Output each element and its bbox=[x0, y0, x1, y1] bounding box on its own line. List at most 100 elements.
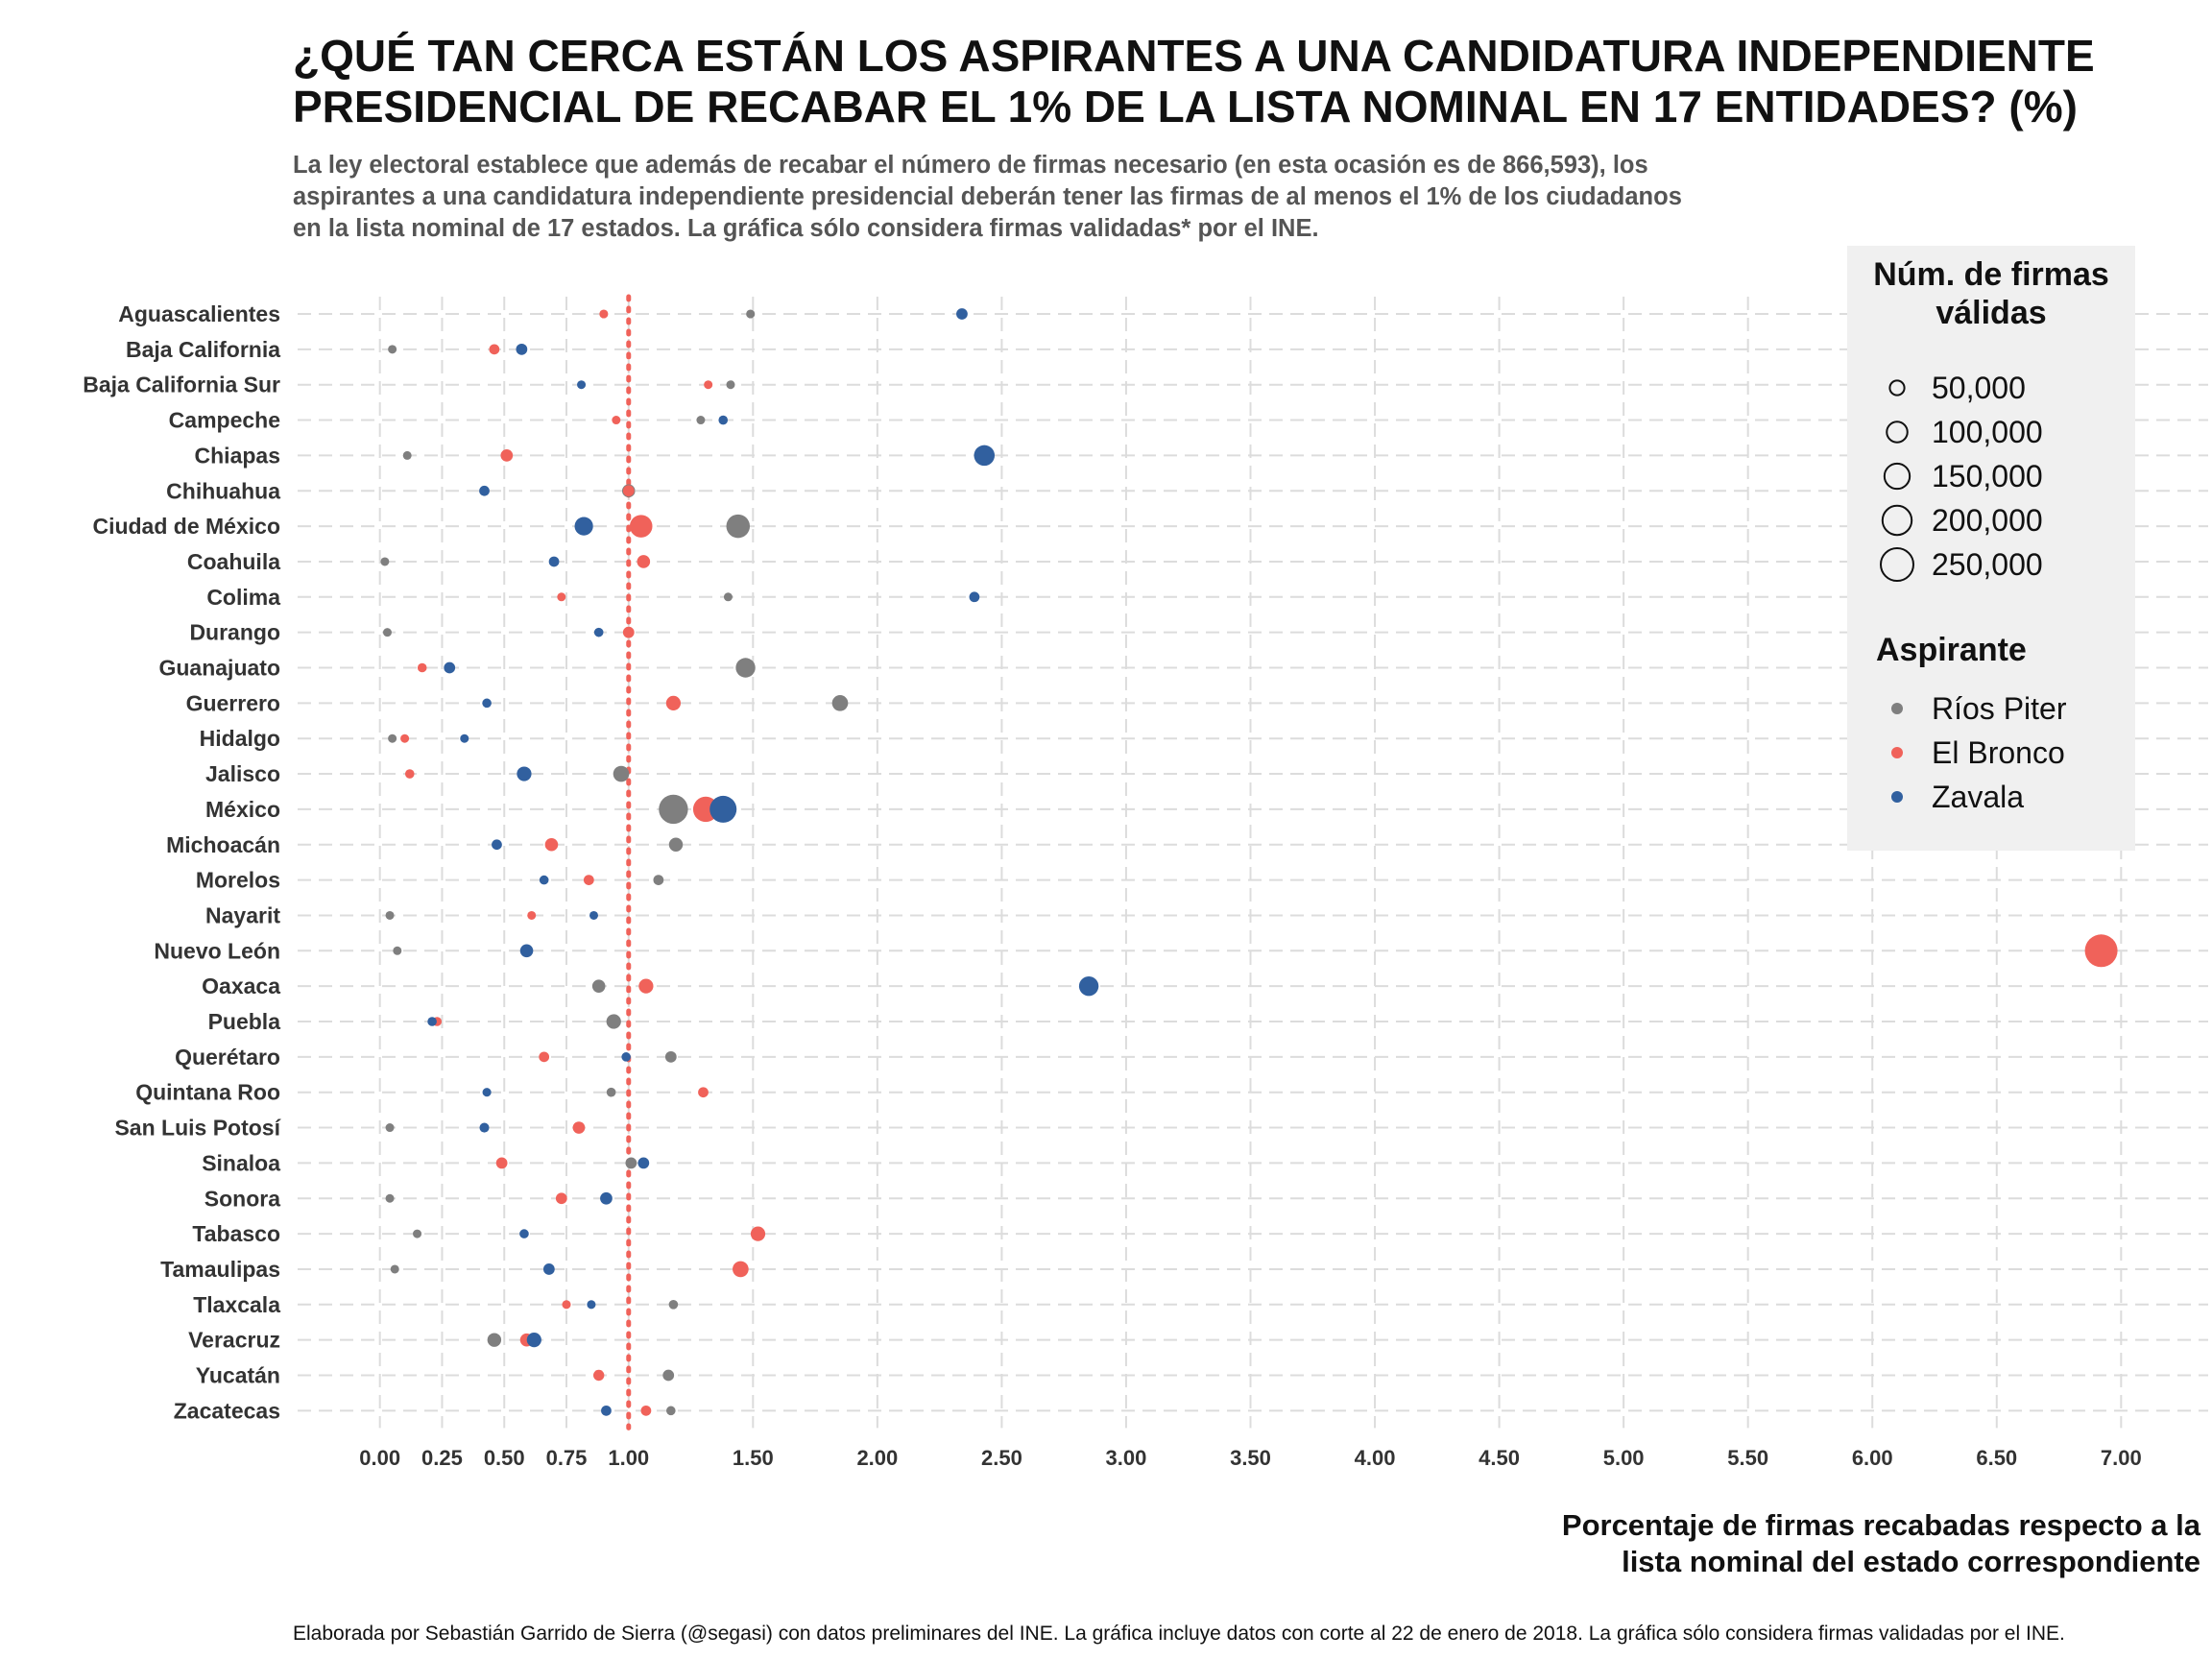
data-point-zavala bbox=[539, 875, 549, 885]
size-legend-circle bbox=[1888, 379, 1906, 397]
size-legend-circle-icon bbox=[1883, 462, 1911, 491]
data-point-zavala bbox=[969, 591, 980, 603]
data-point-zavala bbox=[479, 485, 490, 496]
data-point-rios-piter bbox=[487, 1333, 502, 1347]
data-point-rios-piter bbox=[380, 557, 390, 566]
data-point-el-bronco bbox=[665, 695, 682, 710]
data-point-el-bronco bbox=[572, 1121, 586, 1134]
chart-title-line2: PRESIDENCIAL DE RECABAR EL 1% DE LA LIST… bbox=[293, 82, 2078, 132]
color-legend-dot bbox=[1891, 791, 1903, 803]
y-tick-label: San Luis Potosí bbox=[114, 1116, 281, 1141]
y-tick-label: Zacatecas bbox=[174, 1398, 280, 1423]
size-legend-item: 250,000 bbox=[1878, 545, 2128, 584]
data-point-zavala bbox=[709, 795, 737, 823]
size-legend-title-line1: Núm. de firmas bbox=[1873, 256, 2109, 293]
color-legend-dot-icon bbox=[1891, 791, 1903, 803]
data-point-rios-piter bbox=[390, 1264, 399, 1274]
data-point-rios-piter bbox=[664, 1050, 677, 1063]
data-point-zavala bbox=[460, 733, 469, 743]
size-legend-title-line2: válidas bbox=[1936, 295, 2047, 331]
data-point-el-bronco bbox=[629, 515, 653, 538]
color-legend-item: Ríos Piter bbox=[1878, 689, 2128, 728]
x-tick-label: 0.25 bbox=[421, 1446, 463, 1470]
data-point-zavala bbox=[444, 661, 456, 674]
data-point-rios-piter bbox=[606, 1014, 621, 1029]
data-point-el-bronco bbox=[622, 485, 635, 497]
data-point-rios-piter bbox=[393, 946, 402, 955]
size-legend-label: 100,000 bbox=[1932, 415, 2043, 449]
size-legend-label: 200,000 bbox=[1932, 503, 2043, 538]
y-tick-label: Colima bbox=[206, 585, 280, 610]
data-point-el-bronco bbox=[400, 733, 410, 743]
data-point-zavala bbox=[589, 910, 598, 920]
y-tick-label: Morelos bbox=[196, 868, 280, 893]
data-point-el-bronco bbox=[638, 978, 654, 994]
data-point-zavala bbox=[601, 1405, 612, 1416]
data-point-zavala bbox=[427, 1017, 437, 1026]
chart-subtitle: La ley electoral establece que además de… bbox=[293, 150, 1925, 245]
data-point-rios-piter bbox=[735, 658, 756, 678]
x-tick-label: 3.50 bbox=[1230, 1446, 1271, 1470]
x-tick-label: 5.50 bbox=[1727, 1446, 1768, 1470]
data-point-rios-piter bbox=[388, 733, 397, 743]
color-legend-dot bbox=[1891, 747, 1903, 758]
data-point-el-bronco bbox=[557, 592, 566, 602]
data-point-el-bronco bbox=[750, 1226, 766, 1241]
data-point-rios-piter bbox=[726, 514, 751, 539]
size-legend-circle-icon bbox=[1881, 504, 1913, 537]
data-point-rios-piter bbox=[723, 592, 733, 602]
chart-subtitle-line3: en la lista nominal de 17 estados. La gr… bbox=[293, 215, 1319, 242]
x-tick-label: 7.00 bbox=[2101, 1446, 2142, 1470]
size-legend-circle-icon bbox=[1886, 421, 1909, 444]
data-point-zavala bbox=[482, 1088, 492, 1097]
x-tick-label: 3.00 bbox=[1106, 1446, 1147, 1470]
data-point-rios-piter bbox=[382, 628, 392, 637]
data-point-el-bronco bbox=[544, 837, 559, 852]
data-point-rios-piter bbox=[831, 695, 849, 711]
data-point-el-bronco bbox=[527, 910, 537, 920]
data-point-rios-piter bbox=[613, 765, 630, 782]
chart-subtitle-line1: La ley electoral establece que además de… bbox=[293, 152, 1648, 179]
data-point-zavala bbox=[519, 944, 534, 958]
y-tick-label: Jalisco bbox=[205, 761, 280, 786]
data-point-zavala bbox=[621, 1052, 631, 1062]
data-point-el-bronco bbox=[404, 769, 415, 779]
data-point-zavala bbox=[600, 1191, 613, 1205]
y-tick-label: Quintana Roo bbox=[135, 1080, 280, 1105]
data-point-zavala bbox=[577, 380, 587, 390]
data-point-rios-piter bbox=[653, 875, 664, 885]
y-tick-label: México bbox=[205, 797, 280, 822]
data-point-rios-piter bbox=[662, 1369, 675, 1382]
data-point-el-bronco bbox=[704, 380, 713, 390]
data-point-el-bronco bbox=[599, 309, 609, 319]
data-point-rios-piter bbox=[668, 1299, 679, 1310]
y-tick-label: Guerrero bbox=[186, 690, 280, 715]
size-legend-label: 250,000 bbox=[1932, 547, 2043, 582]
size-legend-item: 200,000 bbox=[1878, 501, 2128, 540]
data-point-rios-piter bbox=[385, 1123, 395, 1133]
y-tick-label: Oaxaca bbox=[202, 974, 280, 998]
data-point-zavala bbox=[526, 1333, 541, 1348]
data-point-zavala bbox=[718, 415, 729, 425]
data-point-el-bronco bbox=[622, 626, 635, 638]
data-point-zavala bbox=[574, 517, 593, 536]
y-axis-labels: Aguascalientes Baja California Baja Califo… bbox=[83, 301, 281, 1423]
data-point-rios-piter bbox=[668, 837, 684, 852]
data-point-el-bronco bbox=[417, 662, 427, 673]
color-legend-dot-icon bbox=[1891, 703, 1903, 714]
y-tick-label: Ciudad de México bbox=[92, 514, 280, 539]
legend-panel: Núm. de firmas válidas 50,000 100,000 150,… bbox=[1847, 246, 2135, 851]
data-point-el-bronco bbox=[562, 1300, 571, 1310]
data-point-zavala bbox=[548, 556, 560, 567]
chart-title-line1: ¿QUÉ TAN CERCA ESTÁN LOS ASPIRANTES A UN… bbox=[293, 31, 2095, 81]
data-point-el-bronco bbox=[698, 1087, 709, 1098]
x-tick-label: 1.50 bbox=[733, 1446, 774, 1470]
y-tick-label: Tabasco bbox=[192, 1221, 280, 1246]
data-point-el-bronco bbox=[637, 555, 651, 568]
y-tick-label: Veracruz bbox=[188, 1328, 280, 1353]
data-point-el-bronco bbox=[489, 344, 500, 355]
x-tick-label: 0.75 bbox=[546, 1446, 588, 1470]
y-tick-label: Puebla bbox=[208, 1009, 281, 1034]
size-legend-label: 50,000 bbox=[1932, 371, 2026, 405]
data-point-rios-piter bbox=[696, 416, 706, 425]
